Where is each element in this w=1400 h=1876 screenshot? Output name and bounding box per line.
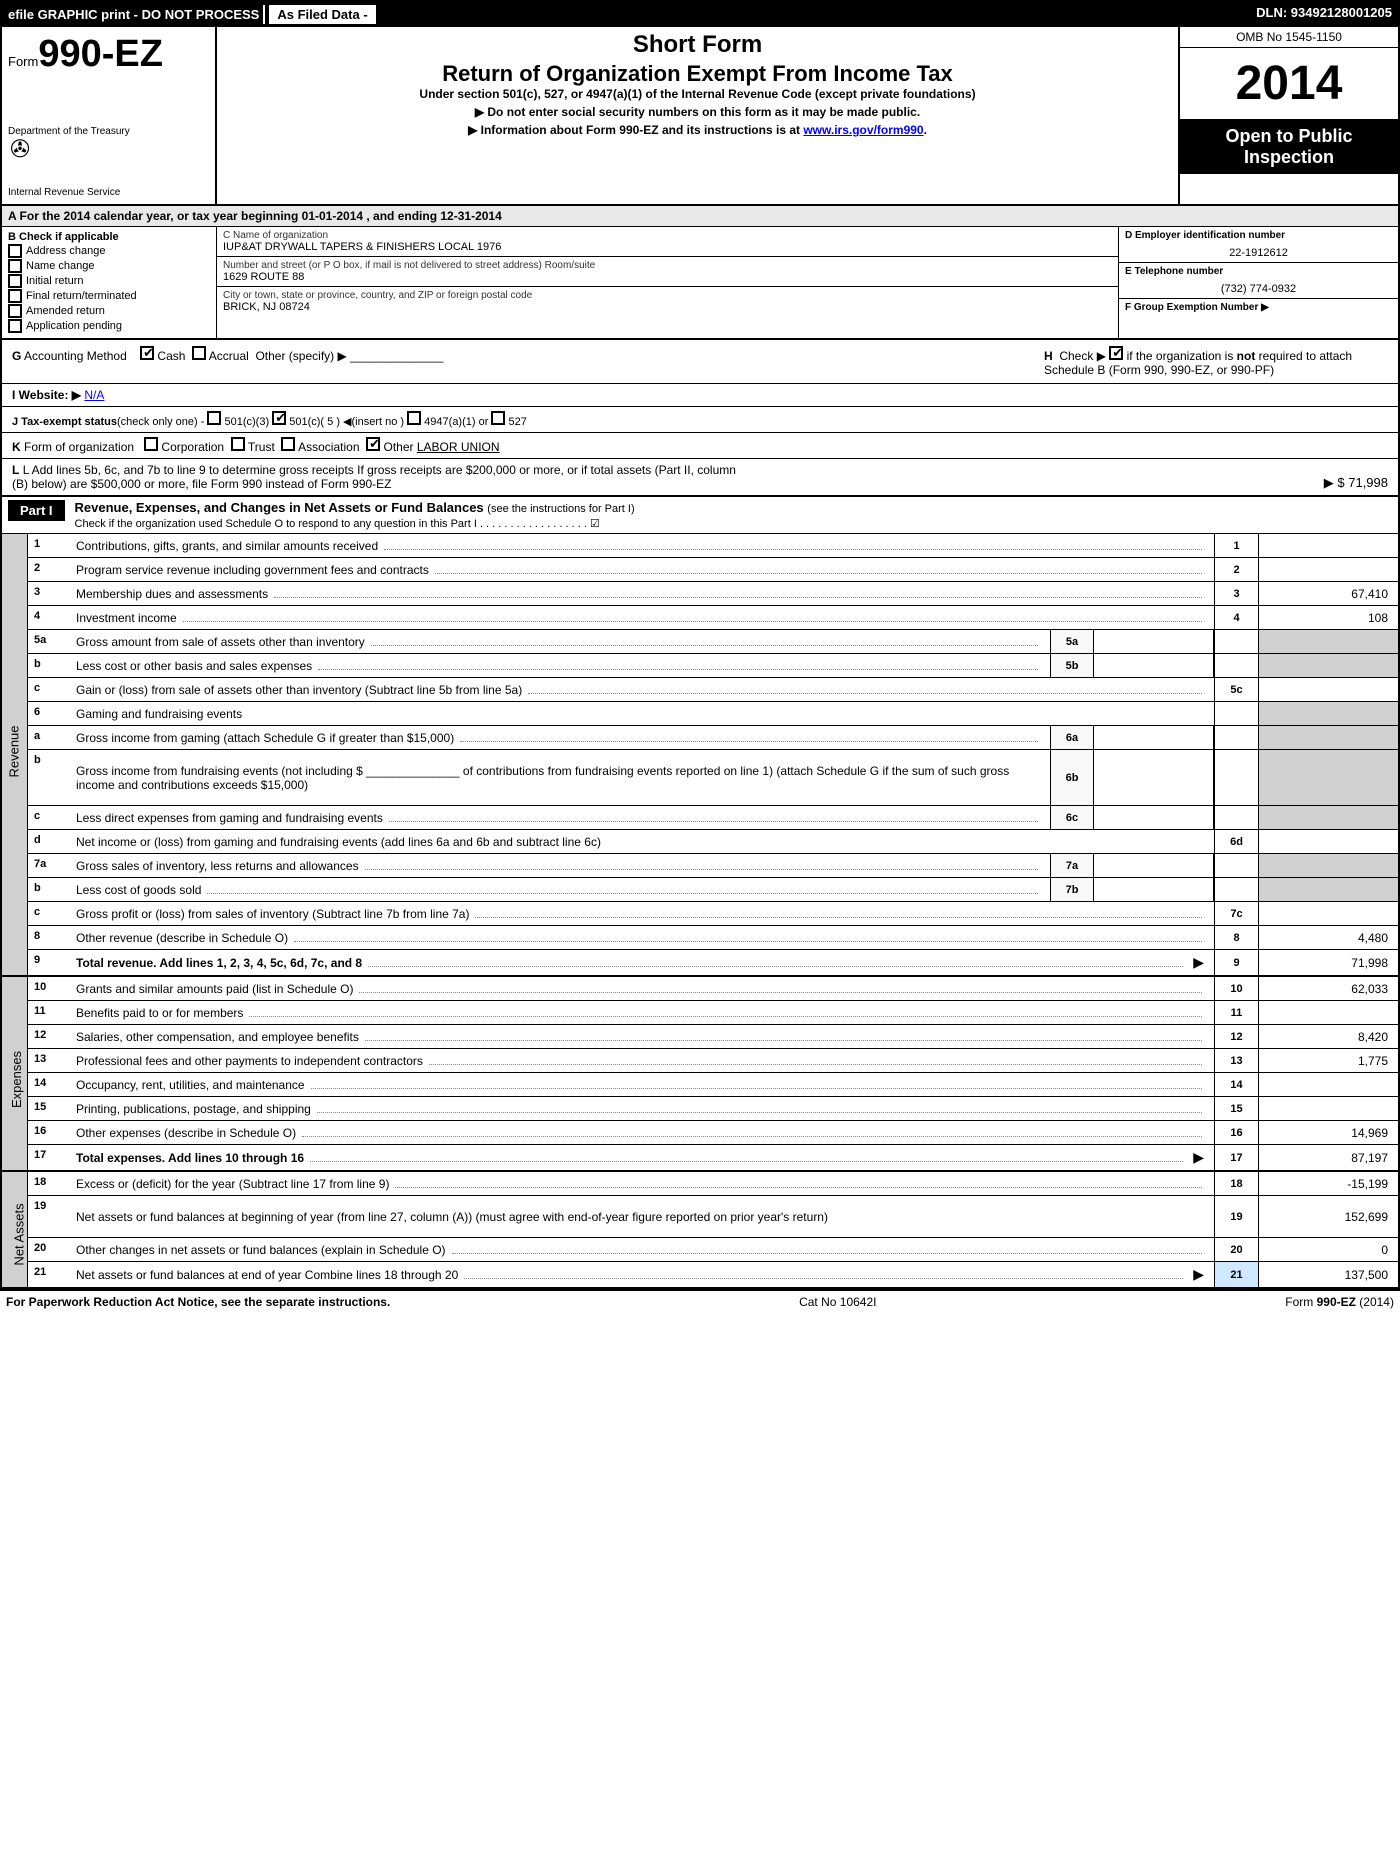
efile-label: efile GRAPHIC print - DO NOT PROCESS xyxy=(8,7,259,22)
irs-seal-icon: ✇ xyxy=(10,135,30,164)
line-17-value: 87,197 xyxy=(1258,1145,1398,1170)
org-address-cell: Number and street (or P O box, if mail i… xyxy=(217,257,1118,287)
checkbox-accrual[interactable] xyxy=(192,346,206,360)
checkbox-schedule-b[interactable] xyxy=(1109,346,1123,360)
group-exemption-cell: F Group Exemption Number ▶ xyxy=(1119,299,1398,316)
short-form-label: Short Form xyxy=(233,31,1162,59)
line-21-value: 137,500 xyxy=(1258,1262,1398,1287)
part-badge: Part I xyxy=(8,500,65,521)
form-container: efile GRAPHIC print - DO NOT PROCESS As … xyxy=(0,0,1400,1291)
line-1-value xyxy=(1258,534,1398,557)
checkbox-501c3[interactable] xyxy=(207,411,221,425)
form-subtitle: Under section 501(c), 527, or 4947(a)(1)… xyxy=(233,87,1162,101)
info-note: ▶ Information about Form 990-EZ and its … xyxy=(233,123,1162,137)
checkbox-other[interactable] xyxy=(366,437,380,451)
b-label: B Check if applicable xyxy=(8,231,210,243)
row-g: G Accounting Method Cash Accrual Other (… xyxy=(2,340,1038,383)
line-2-value xyxy=(1258,558,1398,581)
checkbox-501c[interactable] xyxy=(272,411,286,425)
website-link[interactable]: N/A xyxy=(84,388,104,402)
line-9-value: 71,998 xyxy=(1258,950,1398,975)
row-k: K Form of organization Corporation Trust… xyxy=(2,433,1398,459)
line-10-value: 62,033 xyxy=(1258,977,1398,1000)
checkbox-association[interactable] xyxy=(281,437,295,451)
dept-irs: Internal Revenue Service xyxy=(8,187,209,198)
form-ref: Form 990-EZ (2014) xyxy=(1285,1295,1394,1309)
dept-treasury: Department of the Treasury xyxy=(8,126,209,137)
bf-block: B Check if applicable Address change Nam… xyxy=(2,227,1398,340)
revenue-section: Revenue 1Contributions, gifts, grants, a… xyxy=(2,534,1398,977)
top-bar: efile GRAPHIC print - DO NOT PROCESS As … xyxy=(2,2,1398,27)
page-footer: For Paperwork Reduction Act Notice, see … xyxy=(0,1291,1400,1313)
line-3-value: 67,410 xyxy=(1258,582,1398,605)
header-right: OMB No 1545-1150 2014 Open to Public Ins… xyxy=(1178,27,1398,204)
org-name: IUP&AT DRYWALL TAPERS & FINISHERS LOCAL … xyxy=(223,241,1112,253)
line-19-value: 152,699 xyxy=(1258,1196,1398,1237)
line-15-value xyxy=(1258,1097,1398,1120)
row-h: H Check ▶ if the organization is not req… xyxy=(1038,340,1398,383)
form-prefix: Form xyxy=(8,54,38,69)
form-title: Return of Organization Exempt From Incom… xyxy=(233,61,1162,87)
revenue-side-label: Revenue xyxy=(7,725,22,777)
dln-label: DLN: 93492128001205 xyxy=(1256,5,1392,24)
checkbox-application-pending[interactable] xyxy=(8,319,22,333)
checkbox-cash[interactable] xyxy=(140,346,154,360)
part-1-header: Part I Revenue, Expenses, and Changes in… xyxy=(2,497,1398,534)
catalog-number: Cat No 10642I xyxy=(799,1295,876,1309)
line-13-value: 1,775 xyxy=(1258,1049,1398,1072)
omb-number: OMB No 1545-1150 xyxy=(1180,27,1398,48)
ein-value: 22-1912612 xyxy=(1125,241,1392,259)
netassets-side-label: Net Assets xyxy=(12,1203,27,1265)
line-14-value xyxy=(1258,1073,1398,1096)
asfile-label: As Filed Data - xyxy=(269,5,375,24)
line-11-value xyxy=(1258,1001,1398,1024)
checkbox-4947[interactable] xyxy=(407,411,421,425)
checkbox-final-return[interactable] xyxy=(8,289,22,303)
line-5c-value xyxy=(1258,678,1398,701)
net-assets-section: Net Assets 18Excess or (deficit) for the… xyxy=(2,1172,1398,1289)
line-8-value: 4,480 xyxy=(1258,926,1398,949)
form-number: 990-EZ xyxy=(38,33,163,75)
paperwork-notice: For Paperwork Reduction Act Notice, see … xyxy=(6,1295,390,1309)
checkbox-trust[interactable] xyxy=(231,437,245,451)
checkbox-initial-return[interactable] xyxy=(8,274,22,288)
tax-year: 2014 xyxy=(1180,48,1398,120)
line-18-value: -15,199 xyxy=(1258,1172,1398,1195)
row-j: J Tax-exempt status(check only one) - 50… xyxy=(2,407,1398,433)
expenses-section: Expenses 10Grants and similar amounts pa… xyxy=(2,977,1398,1172)
checkbox-amended-return[interactable] xyxy=(8,304,22,318)
inspection-label: Open to Public Inspection xyxy=(1180,120,1398,174)
line-20-value: 0 xyxy=(1258,1238,1398,1261)
checkbox-name-change[interactable] xyxy=(8,259,22,273)
org-address: 1629 ROUTE 88 xyxy=(223,271,1112,283)
phone-value: (732) 774-0932 xyxy=(1125,277,1392,295)
line-12-value: 8,420 xyxy=(1258,1025,1398,1048)
row-a-calendar-year: A For the 2014 calendar year, or tax yea… xyxy=(2,206,1398,227)
ein-cell: D Employer identification number 22-1912… xyxy=(1119,227,1398,263)
org-name-cell: C Name of organization IUP&AT DRYWALL TA… xyxy=(217,227,1118,257)
expenses-side-label: Expenses xyxy=(9,1051,24,1108)
checkbox-corporation[interactable] xyxy=(144,437,158,451)
form-header: Form990-EZ ✇ Department of the Treasury … xyxy=(2,27,1398,206)
gh-row: G Accounting Method Cash Accrual Other (… xyxy=(2,340,1398,384)
column-d: D Employer identification number 22-1912… xyxy=(1118,227,1398,338)
org-city-cell: City or town, state or province, country… xyxy=(217,287,1118,316)
irs-link[interactable]: www.irs.gov/form990 xyxy=(803,123,923,137)
checkbox-527[interactable] xyxy=(491,411,505,425)
line-7c-value xyxy=(1258,902,1398,925)
header-left: Form990-EZ ✇ Department of the Treasury … xyxy=(2,27,217,204)
row-i: I Website: ▶ N/A xyxy=(2,384,1398,407)
column-c: C Name of organization IUP&AT DRYWALL TA… xyxy=(217,227,1118,338)
line-6d-value xyxy=(1258,830,1398,853)
phone-cell: E Telephone number (732) 774-0932 xyxy=(1119,263,1398,299)
header-center: Short Form Return of Organization Exempt… xyxy=(217,27,1178,204)
ssn-note: ▶ Do not enter social security numbers o… xyxy=(233,105,1162,119)
org-city: BRICK, NJ 08724 xyxy=(223,301,1112,313)
column-b: B Check if applicable Address change Nam… xyxy=(2,227,217,338)
checkbox-address-change[interactable] xyxy=(8,244,22,258)
row-l: L L Add lines 5b, 6c, and 7b to line 9 t… xyxy=(2,459,1398,497)
line-4-value: 108 xyxy=(1258,606,1398,629)
gross-receipts-value: ▶ $ 71,998 xyxy=(1324,475,1388,491)
line-16-value: 14,969 xyxy=(1258,1121,1398,1144)
